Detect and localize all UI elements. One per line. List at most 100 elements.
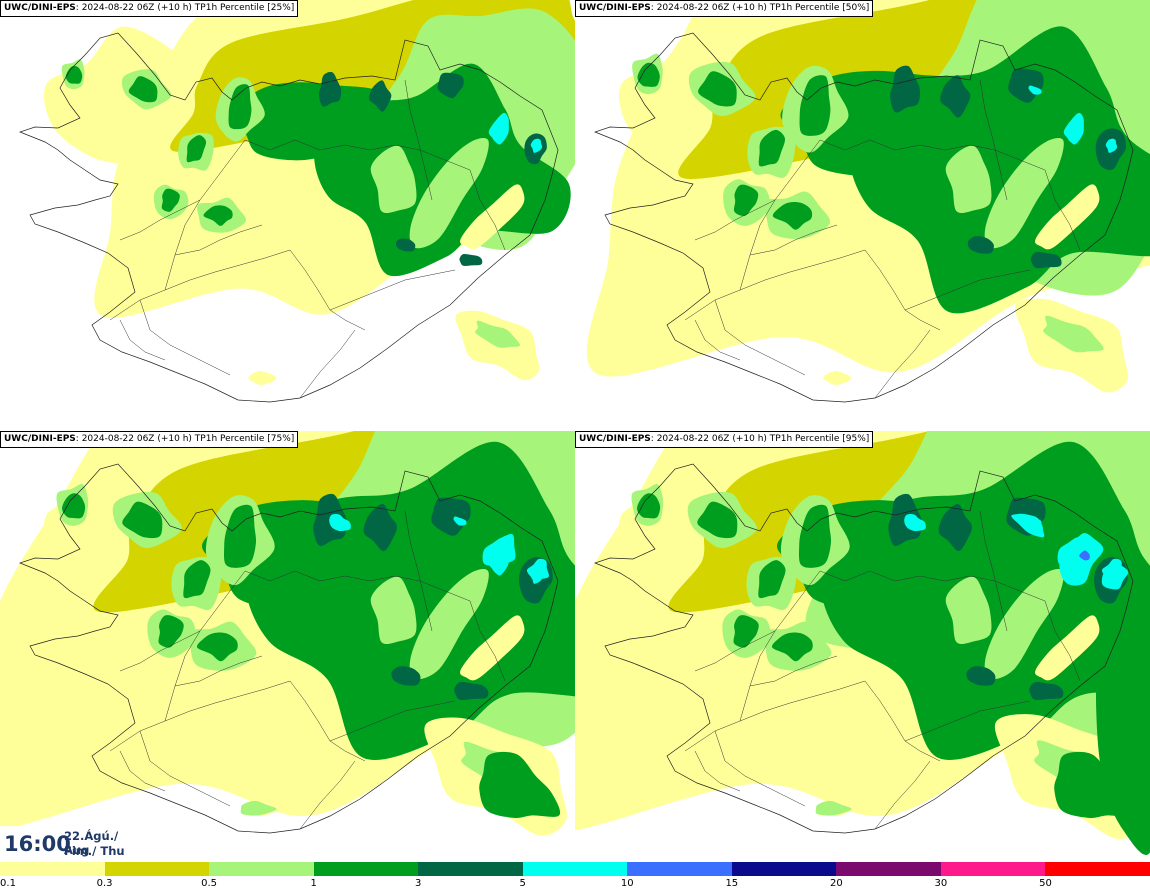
road-line — [819, 570, 1046, 602]
precip-streak — [409, 569, 489, 680]
precip-core-cyan — [1028, 85, 1042, 95]
precip-streak — [1035, 184, 1100, 250]
coastline — [18, 32, 559, 403]
legend-swatch — [1045, 862, 1150, 876]
road-line — [694, 199, 776, 241]
precip-streak — [460, 615, 525, 681]
road-line — [174, 224, 263, 256]
precip-cell-south — [248, 371, 277, 385]
road-line — [874, 329, 931, 399]
precip-core-cyan — [482, 533, 516, 566]
precip-cell-green — [183, 560, 211, 599]
road-line — [329, 269, 456, 311]
precip-core-dark-green — [890, 65, 921, 113]
road-line — [1044, 600, 1081, 682]
precip-core-dark-green — [369, 80, 392, 112]
precip-core-cyan — [1105, 138, 1118, 153]
road-line — [1044, 169, 1081, 251]
precip-cell-green — [733, 615, 759, 648]
road-line — [874, 760, 931, 830]
road-line — [289, 680, 366, 762]
legend-tick: 5 — [519, 878, 526, 889]
road-line — [694, 630, 776, 672]
road-line — [979, 79, 1008, 201]
precip-streak — [984, 569, 1064, 680]
road-line — [109, 249, 291, 321]
precip-core-blue — [1079, 550, 1090, 561]
precip-core-dark-green — [940, 75, 971, 118]
precip-map-p75 — [0, 431, 575, 836]
legend-swatch — [836, 862, 942, 876]
road-line — [119, 199, 201, 241]
precip-cell-green — [161, 188, 180, 212]
precip-cell-south — [815, 800, 852, 816]
legend-swatch — [0, 862, 106, 876]
legend-tick: 3 — [414, 878, 422, 889]
precip-streak — [370, 576, 417, 645]
road-line — [299, 329, 356, 399]
road-line — [109, 680, 291, 752]
timestamp-box: 16:00 22.Ágú./ Aug Fim./ Thu — [0, 826, 140, 862]
valid-date: 22.Ágú./ Aug — [64, 829, 119, 857]
precip-map-p50 — [586, 0, 1150, 403]
precip-core-cyan — [904, 513, 926, 532]
precip-core-dark-green — [1029, 681, 1064, 701]
precip-cell-green — [698, 71, 737, 107]
precip-core-cyan — [1011, 513, 1045, 538]
precip-core-dark-green — [437, 72, 464, 99]
road-line — [904, 269, 1031, 311]
color-legend: 0.1 0.3 0.5 1 3 5 10 15 20 30 50 — [0, 862, 1150, 891]
coastline — [593, 463, 1134, 834]
road-line — [714, 299, 806, 376]
panel-title-p75: UWC/DINI-EPS: 2024-08-22 06Z (+10 h) TP1… — [0, 431, 299, 448]
legend-tick: 0.5 — [201, 878, 218, 889]
precip-cell-green — [771, 632, 813, 662]
precip-streak — [945, 576, 992, 645]
precip-core-cyan — [1059, 533, 1104, 586]
precip-cell-south — [823, 371, 852, 385]
precip-cell-green — [697, 501, 738, 539]
legend-tick: 0.3 — [96, 878, 113, 889]
road-line — [404, 79, 433, 201]
road-line — [119, 630, 201, 672]
legend-tick: 10 — [620, 878, 634, 889]
legend-swatch — [522, 862, 628, 876]
road-line — [864, 249, 941, 331]
road-line — [139, 730, 231, 807]
precip-core-cyan — [488, 112, 509, 145]
legend-swatch — [209, 862, 315, 876]
precip-core-dark-green — [391, 666, 421, 686]
precip-cell-green — [186, 135, 207, 163]
precip-cell-green — [223, 504, 257, 568]
precip-field-green — [229, 82, 391, 161]
road-line — [749, 655, 838, 687]
precip-field-lt-yellow — [43, 26, 214, 173]
precip-cell-green — [228, 84, 252, 130]
precip-cell-green — [799, 75, 831, 136]
precip-cell-green — [203, 205, 233, 226]
precip-cell-green — [158, 615, 184, 648]
precip-core-cyan — [453, 516, 467, 526]
legend-swatch — [731, 862, 837, 876]
map-panel-p50: UWC/DINI-EPS: 2024-08-22 06Z (+10 h) TP1… — [575, 0, 1150, 431]
precip-cell-green — [733, 184, 759, 216]
map-panel-p95: UWC/DINI-EPS: 2024-08-22 06Z (+10 h) TP1… — [575, 431, 1150, 862]
panel-title-p95: UWC/DINI-EPS: 2024-08-22 06Z (+10 h) TP1… — [575, 431, 874, 448]
precip-core-dark-green — [363, 503, 397, 552]
precip-core-dark-green — [938, 503, 972, 552]
precip-core-cyan — [1101, 564, 1129, 590]
legend-swatch — [104, 862, 210, 876]
precip-cell-south — [1043, 315, 1104, 353]
road-line — [299, 760, 356, 830]
road-line — [289, 249, 366, 331]
map-panel-p75: UWC/DINI-EPS: 2024-08-22 06Z (+10 h) TP1… — [0, 431, 575, 862]
precip-core-dark-green — [967, 236, 994, 254]
precip-streak — [460, 184, 525, 250]
road-line — [174, 655, 263, 687]
precip-streak — [984, 138, 1064, 249]
precip-core-dark-green — [454, 681, 489, 701]
road-line — [904, 700, 1031, 742]
legend-tick: 20 — [829, 878, 843, 889]
road-line — [749, 224, 838, 256]
precip-cell-green — [758, 560, 786, 599]
